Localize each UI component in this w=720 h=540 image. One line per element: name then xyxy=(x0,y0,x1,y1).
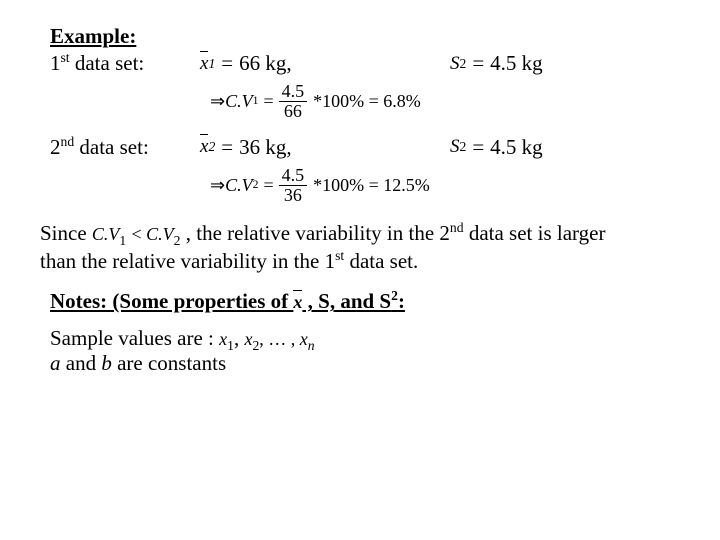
ds2-mean-value: 36 kg, xyxy=(239,135,292,160)
sample-and: and xyxy=(61,351,102,375)
since-cv2-sub: 2 xyxy=(174,233,181,248)
dataset-1-row: 1st data set: x1 = 66 kg, S2 = 4.5 kg xyxy=(40,51,680,76)
cv1-arrow: ⇒ xyxy=(210,91,225,112)
sample-xn: x xyxy=(300,329,308,349)
example-heading: Example: xyxy=(50,24,136,48)
dataset-2-row: 2nd data set: x2 = 36 kg, S2 = 4.5 kg xyxy=(40,135,680,160)
ds1-mean-value: 66 kg, xyxy=(239,51,292,76)
cv1-formula: ⇒ C.V1 = 4.5 66 *100% = 6.8% xyxy=(40,82,680,121)
ds1-label-post: data set: xyxy=(70,51,145,75)
since-mid2: data set is larger xyxy=(464,221,606,245)
ds2-mean-symbol: x xyxy=(200,136,208,158)
cv1-num: 4.5 xyxy=(279,82,308,102)
since-line2-ord: st xyxy=(335,248,344,263)
sample-line1-pre: Sample values are : xyxy=(50,326,219,350)
ds1-mean-symbol: x xyxy=(200,53,208,75)
sample-dots: , … , xyxy=(259,329,300,349)
notes-mid: , S, and S xyxy=(302,289,391,313)
sample-block: Sample values are : x1, x2, … , xn a and… xyxy=(40,326,680,376)
cv1-result: *100% = 6.8% xyxy=(313,91,421,112)
sample-xn-sub: n xyxy=(308,338,315,353)
ds2-label-pre: 2 xyxy=(50,135,61,159)
ds1-sd-value: 4.5 kg xyxy=(490,51,543,76)
ds2-label-post: data set: xyxy=(74,135,149,159)
cv2-symbol: C.V xyxy=(225,175,253,196)
sample-b: b xyxy=(101,351,112,375)
notes-sup: 2 xyxy=(391,288,398,303)
since-mid-ord: nd xyxy=(450,220,464,235)
notes-xbar: x xyxy=(293,292,302,313)
cv2-den: 36 xyxy=(279,186,308,205)
cv2-num: 4.5 xyxy=(279,166,308,186)
sample-x1: x xyxy=(219,329,227,349)
ds1-label-pre: 1 xyxy=(50,51,61,75)
since-line2b: data set. xyxy=(344,249,418,273)
notes-heading: Notes: (Some properties of x , S, and S2… xyxy=(40,289,680,314)
ds1-sd-symbol: S xyxy=(450,53,460,75)
cv1-den: 66 xyxy=(279,102,308,121)
since-lt: < xyxy=(132,224,147,244)
ds2-sd-symbol: S xyxy=(450,136,460,158)
since-cv1: C.V xyxy=(92,224,120,244)
cv2-arrow: ⇒ xyxy=(210,175,225,196)
sample-x1-sub: 1 xyxy=(227,338,234,353)
since-pre: Since xyxy=(40,221,92,245)
ds2-sd-value: 4.5 kg xyxy=(490,135,543,160)
ds2-label-ord: nd xyxy=(61,134,75,149)
since-mid: , the relative variability in the 2 xyxy=(186,221,450,245)
cv1-symbol: C.V xyxy=(225,91,253,112)
notes-pre: Notes: (Some properties of xyxy=(50,289,293,313)
sample-a: a xyxy=(50,351,61,375)
notes-post: : xyxy=(398,289,405,313)
cv2-formula: ⇒ C.V2 = 4.5 36 *100% = 12.5% xyxy=(40,166,680,205)
sample-c1: , xyxy=(234,326,245,350)
cv2-result: *100% = 12.5% xyxy=(313,175,430,196)
since-line2a: than the relative variability in the 1 xyxy=(40,249,335,273)
since-cv2: C.V xyxy=(146,224,174,244)
since-cv1-sub: 1 xyxy=(119,233,126,248)
since-paragraph: Since C.V1 < C.V2 , the relative variabi… xyxy=(40,219,680,276)
ds1-label-ord: st xyxy=(61,50,70,65)
sample-const: are constants xyxy=(112,351,226,375)
